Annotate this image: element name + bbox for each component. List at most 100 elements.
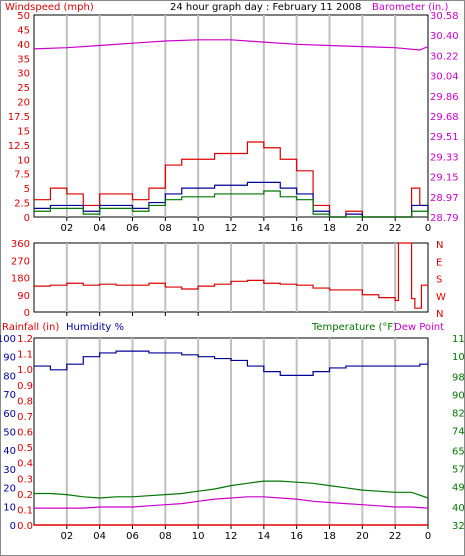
temperature-tick-label: 90 [452,390,465,401]
temp-panel-x-tick-label: 10 [192,531,205,542]
humidity-line [34,350,429,376]
rainfall-tick-label: 0.6 [17,428,33,439]
windspeed-tick-label: 10 [17,155,30,166]
windspeed-tick-label: 50 [17,11,30,22]
wind-panel-x-tick-label: 14 [257,223,270,234]
barometer-tick-label: 29.86 [430,92,459,103]
temperature-axis-label: Temperature (°F) [311,322,397,333]
rainfall-tick-label: 0.7 [17,412,33,423]
temp-panel-x-tick-label: 14 [257,531,270,542]
temp-panel-x-tick-label: 12 [225,531,238,542]
temp-panel-x-tick-label: 08 [159,531,172,542]
direction-tick-label: 360 [11,239,30,250]
wind-panel-x-tick-label: 18 [323,223,336,234]
direction-tick-label: 270 [11,256,30,267]
temperature-tick-label: 98 [452,372,465,383]
barometer-axis-label: Barometer (in.) [372,2,448,13]
windspeed-axis-label: Windspeed (mph) [5,2,94,13]
humidity-tick-label: 50 [3,428,16,439]
rainfall-axis-label: Rainfall (in) [2,322,59,333]
temperature-tick-label: 40 [452,503,465,514]
windspeed-tick-label: 35 [17,54,30,65]
rainfall-tick-label: 0.2 [17,490,33,501]
humidity-tick-label: 40 [3,446,16,457]
wind-panel-x-tick-label: 16 [290,223,303,234]
wind-direction-line [34,242,429,309]
temp-panel-x-tick-label: 18 [323,531,336,542]
temp-panel-x-tick-label: 02 [60,531,73,542]
compass-tick-label: N [436,309,443,320]
barometer-tick-label: 29.15 [430,173,459,184]
compass-tick-label: E [436,257,442,268]
humidity-tick-label: 60 [3,409,16,420]
chart-title: 24 hour graph day : February 11 2008 [170,2,361,13]
temperature-tick-label: 74 [452,426,465,437]
rainfall-tick-label: 1.2 [17,334,33,345]
windspeed-tick-label: 12.5 [8,141,30,152]
temp-panel-x-tick-label: 0 [425,531,431,542]
barometer-line [33,39,429,51]
wind-panel-x-tick-label: 0 [425,223,431,234]
chart-panels: 0 2.5 5 7.5 10 12.5 15 17.5 20 25 30 35 40 45 50 28.79 2… [0,11,465,542]
rainfall-tick-label: 0.1 [17,505,33,516]
temp-panel-x-tick-label: 06 [126,531,139,542]
barometer-tick-label: 30.22 [430,51,459,62]
windspeed-tick-label: 5 [24,184,30,195]
temp-panel-x-tick-label: 22 [389,531,402,542]
rainfall-tick-label: 0.9 [17,381,33,392]
temperature-tick-label: 82 [452,408,465,419]
direction-tick-label: 90 [17,291,30,302]
humidity-tick-label: 10 [3,502,16,513]
windspeed-tick-label: 15 [17,126,30,137]
wind-panel-x-tick-label: 10 [192,223,205,234]
rainfall-tick-label: 0.5 [17,443,33,454]
windspeed-tick-label: 25 [17,83,30,94]
compass-tick-label: W [436,292,446,303]
windspeed-tick-label: 7.5 [14,170,30,181]
dewpoint-axis-label: Dew Point [394,322,444,333]
temp-panel-x-tick-label: 04 [93,531,106,542]
humidity-tick-label: 30 [3,465,16,476]
wind-panel-x-tick-label: 08 [159,223,172,234]
humidity-tick-label: 80 [3,371,16,382]
humidity-tick-label: 0 [10,521,16,532]
temp-panel-x-tick-label: 16 [290,531,303,542]
compass-tick-label: S [436,275,442,286]
windspeed-tick-label: 17.5 [8,112,30,123]
barometer-tick-label: 30.58 [430,11,459,22]
rainfall-tick-label: 0.8 [17,396,33,407]
barometer-tick-label: 28.79 [430,213,459,224]
dewpoint-line [34,496,429,509]
barometer-tick-label: 28.97 [430,193,459,204]
wind-panel-x-tick-label: 04 [93,223,106,234]
rainfall-tick-label: 0.4 [17,459,33,470]
compass-tick-label: N [436,240,443,251]
temperature-tick-label: 115 [452,334,465,345]
barometer-tick-label: 30.04 [430,72,459,83]
rainfall-tick-label: 0.0 [17,521,33,532]
humidity-tick-label: 20 [3,484,16,495]
windspeed-tick-label: 0 [24,213,30,224]
windspeed-tick-label: 40 [17,40,30,51]
humidity-axis-label: Humidity % [66,322,124,333]
temperature-tick-label: 32 [452,521,465,532]
temperature-line [34,480,429,499]
windspeed-tick-label: 20 [17,98,30,109]
wind-panel-x-tick-label: 12 [225,223,238,234]
rainfall-tick-label: 1.1 [17,350,33,361]
barometer-tick-label: 29.68 [430,112,459,123]
temperature-tick-label: 57 [452,465,465,476]
humidity-tick-label: 70 [3,390,16,401]
wind-panel-x-tick-label: 02 [60,223,73,234]
humidity-tick-label: 100 [0,334,16,345]
temperature-tick-label: 107 [452,352,465,363]
rainfall-tick-label: 0.3 [17,474,33,485]
wind-panel-x-tick-label: 22 [389,223,402,234]
direction-tick-label: 0 [24,308,30,319]
windspeed-tick-label: 30 [17,69,30,80]
barometer-tick-label: 30.40 [430,31,459,42]
barometer-tick-label: 29.51 [430,132,459,143]
rainfall-tick-label: 1.0 [17,365,33,376]
